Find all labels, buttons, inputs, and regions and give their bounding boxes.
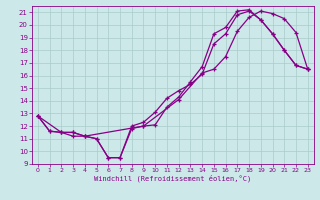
X-axis label: Windchill (Refroidissement éolien,°C): Windchill (Refroidissement éolien,°C) <box>94 175 252 182</box>
